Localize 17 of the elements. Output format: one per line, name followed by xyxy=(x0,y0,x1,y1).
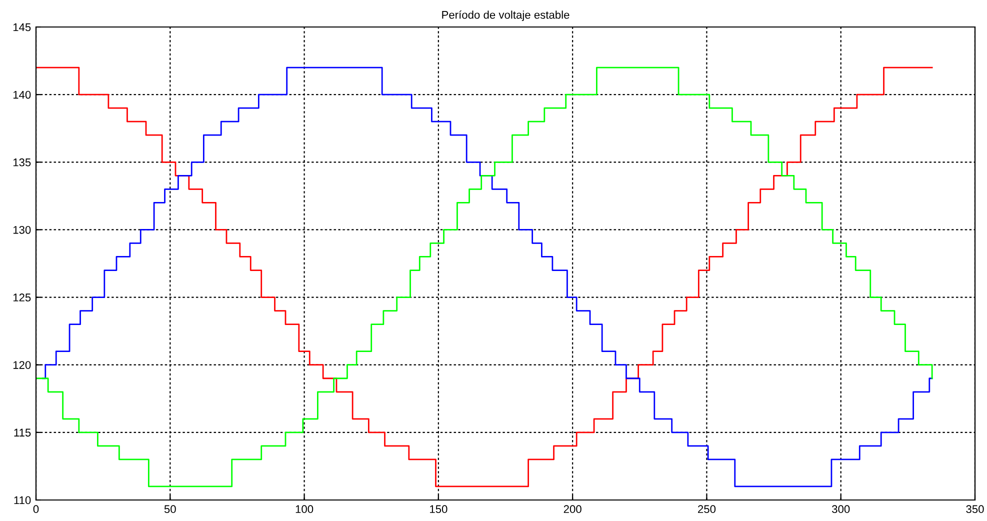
x-tick-label: 200 xyxy=(564,505,582,514)
x-tick-label: 250 xyxy=(698,505,716,514)
x-tick-label: 300 xyxy=(832,505,850,514)
x-tick-label: 100 xyxy=(296,505,314,514)
y-tick-label: 140 xyxy=(13,90,31,99)
y-tick-label: 120 xyxy=(13,361,31,369)
y-tick-label: 130 xyxy=(13,226,31,234)
y-tick-label: 115 xyxy=(14,428,31,437)
x-tick-label: 350 xyxy=(966,505,984,514)
x-tick-label: 150 xyxy=(430,505,448,514)
chart-title: Período de voltaje estable xyxy=(442,10,570,21)
y-tick-label: 110 xyxy=(14,496,31,504)
y-tick-label: 135 xyxy=(13,158,31,166)
x-tick-label: 0 xyxy=(33,505,39,514)
x-tick-label: 50 xyxy=(164,505,176,514)
y-tick-label: 125 xyxy=(13,294,31,302)
y-tick-label: 145 xyxy=(13,23,31,32)
